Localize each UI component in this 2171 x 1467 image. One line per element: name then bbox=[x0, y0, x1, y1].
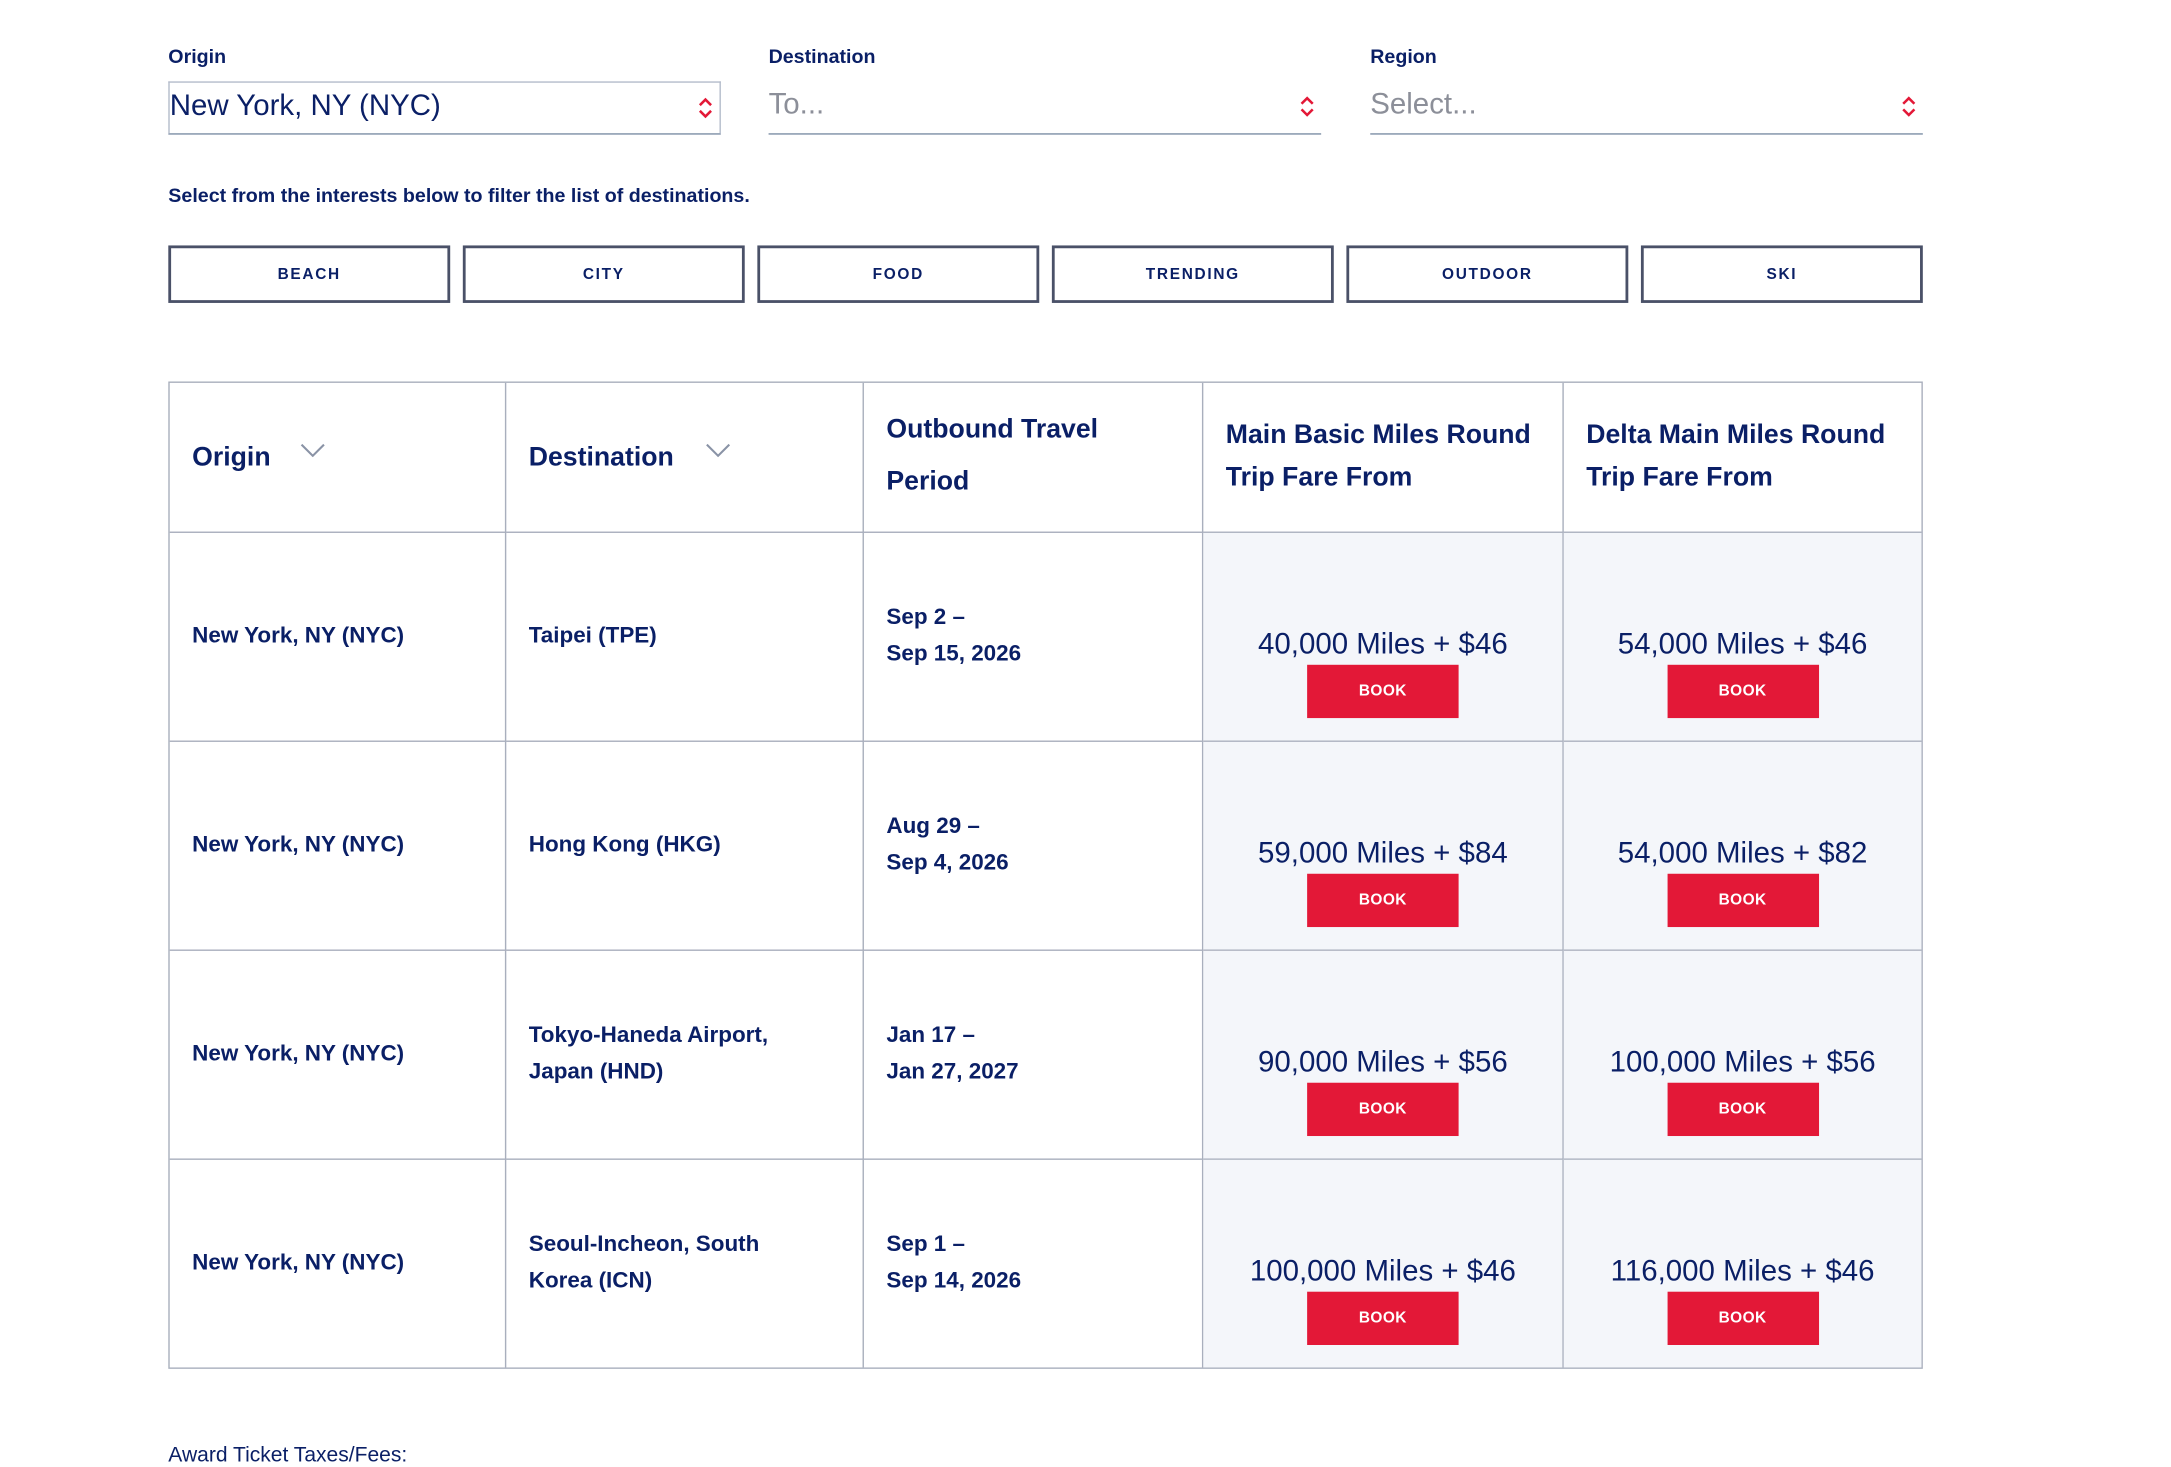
row-2-origin: New York, NY (NYC) bbox=[169, 741, 507, 951]
header-period-line2: Period bbox=[886, 467, 970, 497]
row-period-end: Sep 14, 2026 bbox=[886, 1269, 1022, 1294]
region-select-placeholder: Select... bbox=[1370, 88, 1477, 121]
main-fare-value: 54,000 Miles + $46 bbox=[1617, 628, 1868, 661]
row-destination-line2: Korea (ICN) bbox=[528, 1269, 653, 1294]
basic-fare-value: 59,000 Miles + $84 bbox=[1257, 837, 1508, 870]
book-basic-button[interactable]: BOOK bbox=[1307, 664, 1459, 719]
row-4-origin: New York, NY (NYC) bbox=[170, 1159, 507, 1368]
header-destination[interactable]: Destination bbox=[506, 382, 864, 533]
main-fare-value: 100,000 Miles + $56 bbox=[1609, 1046, 1876, 1079]
row-3-basic-fare: 90,000 Miles + $56 BOOK bbox=[1203, 950, 1564, 1160]
row-origin-text: New York, NY (NYC) bbox=[192, 833, 405, 857]
header-outbound-period: Outbound Travel Period bbox=[863, 382, 1204, 533]
row-period-start: Sep 2 – bbox=[886, 605, 965, 630]
row-1-period: Sep 2 – Sep 15, 2026 bbox=[863, 532, 1204, 742]
book-main-button[interactable]: BOOK bbox=[1666, 664, 1819, 719]
row-3-destination: Tokyo-Haneda Airport, Japan (HND) bbox=[506, 950, 864, 1160]
interest-chip-ski[interactable]: SKI bbox=[1640, 245, 1923, 303]
fares-table: Origin Destination Outbound Travel Perio… bbox=[168, 381, 1923, 1369]
row-origin-text: New York, NY (NYC) bbox=[192, 1251, 405, 1275]
origin-select[interactable]: New York, NY (NYC) bbox=[168, 81, 721, 135]
row-4-period: Sep 1 – Sep 14, 2026 bbox=[864, 1159, 1204, 1368]
row-period-start: Sep 1 – bbox=[886, 1232, 965, 1257]
book-basic-button[interactable]: BOOK bbox=[1307, 1082, 1459, 1137]
origin-select-value: New York, NY (NYC) bbox=[169, 89, 441, 123]
book-main-button[interactable]: BOOK bbox=[1666, 1082, 1819, 1137]
interest-chip-outdoor[interactable]: OUTDOOR bbox=[1346, 245, 1629, 303]
main-fare-value: 54,000 Miles + $82 bbox=[1617, 837, 1868, 870]
region-filter: Region Select... bbox=[1370, 42, 1923, 135]
row-destination-line1: Tokyo-Haneda Airport, bbox=[528, 1023, 769, 1048]
origin-filter: Origin New York, NY (NYC) bbox=[168, 42, 721, 135]
header-origin-label: Origin bbox=[192, 443, 271, 473]
chevron-down-icon[interactable] bbox=[300, 443, 325, 458]
row-destination-line2: Japan (HND) bbox=[528, 1060, 664, 1085]
chevron-down-icon[interactable] bbox=[705, 443, 731, 458]
row-period-end: Sep 4, 2026 bbox=[886, 851, 1009, 876]
row-2-main-fare: 54,000 Miles + $82 BOOK bbox=[1563, 741, 1922, 951]
row-period-start: Aug 29 – bbox=[886, 814, 980, 839]
row-origin-text: New York, NY (NYC) bbox=[192, 1042, 405, 1066]
destination-filter: Destination To... bbox=[768, 42, 1322, 135]
origin-label: Origin bbox=[168, 44, 227, 68]
interests-hint: Select from the interests below to filte… bbox=[168, 183, 750, 207]
chevron-up-down-icon bbox=[1300, 96, 1314, 117]
header-basic-line1: Main Basic Miles Round bbox=[1225, 420, 1531, 451]
book-basic-button[interactable]: BOOK bbox=[1307, 1291, 1459, 1345]
row-4-destination: Seoul-Incheon, South Korea (ICN) bbox=[506, 1159, 864, 1368]
row-3-main-fare: 100,000 Miles + $56 BOOK bbox=[1563, 950, 1922, 1160]
row-period-start: Jan 17 – bbox=[886, 1023, 975, 1048]
region-select[interactable]: Select... bbox=[1370, 81, 1923, 135]
interest-chip-food[interactable]: FOOD bbox=[757, 245, 1040, 303]
row-destination-line1: Seoul-Incheon, South bbox=[528, 1232, 760, 1257]
row-period-end: Sep 15, 2026 bbox=[886, 642, 1022, 667]
row-period-end: Jan 27, 2027 bbox=[886, 1060, 1019, 1085]
destination-select[interactable]: To... bbox=[768, 81, 1322, 135]
row-1-basic-fare: 40,000 Miles + $46 BOOK bbox=[1203, 532, 1564, 742]
row-4-main-fare: 116,000 Miles + $46 BOOK bbox=[1563, 1159, 1922, 1368]
header-period-line1: Outbound Travel bbox=[886, 415, 1099, 445]
book-main-button[interactable]: BOOK bbox=[1666, 1291, 1819, 1345]
book-main-button[interactable]: BOOK bbox=[1666, 873, 1819, 928]
row-2-period: Aug 29 – Sep 4, 2026 bbox=[863, 741, 1204, 951]
chevron-up-down-icon bbox=[698, 97, 712, 119]
basic-fare-value: 40,000 Miles + $46 bbox=[1257, 628, 1508, 661]
destination-select-placeholder: To... bbox=[768, 88, 825, 121]
row-destination-text: Hong Kong (HKG) bbox=[528, 833, 721, 857]
basic-fare-value: 90,000 Miles + $56 bbox=[1257, 1046, 1508, 1079]
award-taxes-footnote: Award Ticket Taxes/Fees: bbox=[168, 1443, 408, 1467]
header-origin[interactable]: Origin bbox=[169, 382, 507, 533]
row-3-origin: New York, NY (NYC) bbox=[169, 950, 507, 1160]
row-1-main-fare: 54,000 Miles + $46 BOOK bbox=[1563, 532, 1922, 742]
basic-fare-value: 100,000 Miles + $46 bbox=[1249, 1255, 1516, 1288]
header-destination-label: Destination bbox=[528, 443, 674, 473]
row-origin-text: New York, NY (NYC) bbox=[192, 624, 405, 648]
row-2-basic-fare: 59,000 Miles + $84 BOOK bbox=[1203, 741, 1564, 951]
row-2-destination: Hong Kong (HKG) bbox=[506, 741, 864, 951]
row-4-basic-fare: 100,000 Miles + $46 BOOK bbox=[1203, 1159, 1564, 1368]
row-3-period: Jan 17 – Jan 27, 2027 bbox=[863, 950, 1204, 1160]
row-destination-text: Taipei (TPE) bbox=[528, 624, 657, 648]
interest-chip-trending[interactable]: TRENDING bbox=[1051, 245, 1334, 303]
row-1-origin: New York, NY (NYC) bbox=[169, 532, 507, 742]
chevron-up-down-icon bbox=[1902, 96, 1916, 117]
header-main-basic-fare: Main Basic Miles Round Trip Fare From bbox=[1203, 382, 1564, 533]
destination-label: Destination bbox=[768, 44, 876, 68]
header-main-line2: Trip Fare From bbox=[1586, 462, 1773, 493]
header-main-line1: Delta Main Miles Round bbox=[1586, 420, 1886, 451]
region-label: Region bbox=[1370, 44, 1437, 68]
interest-chip-beach[interactable]: BEACH bbox=[168, 245, 451, 303]
header-basic-line2: Trip Fare From bbox=[1225, 462, 1413, 493]
header-delta-main-fare: Delta Main Miles Round Trip Fare From bbox=[1563, 383, 1922, 533]
interest-chip-city[interactable]: CITY bbox=[462, 245, 745, 303]
main-fare-value: 116,000 Miles + $46 bbox=[1610, 1255, 1875, 1288]
row-1-destination: Taipei (TPE) bbox=[506, 532, 864, 742]
book-basic-button[interactable]: BOOK bbox=[1307, 873, 1459, 928]
